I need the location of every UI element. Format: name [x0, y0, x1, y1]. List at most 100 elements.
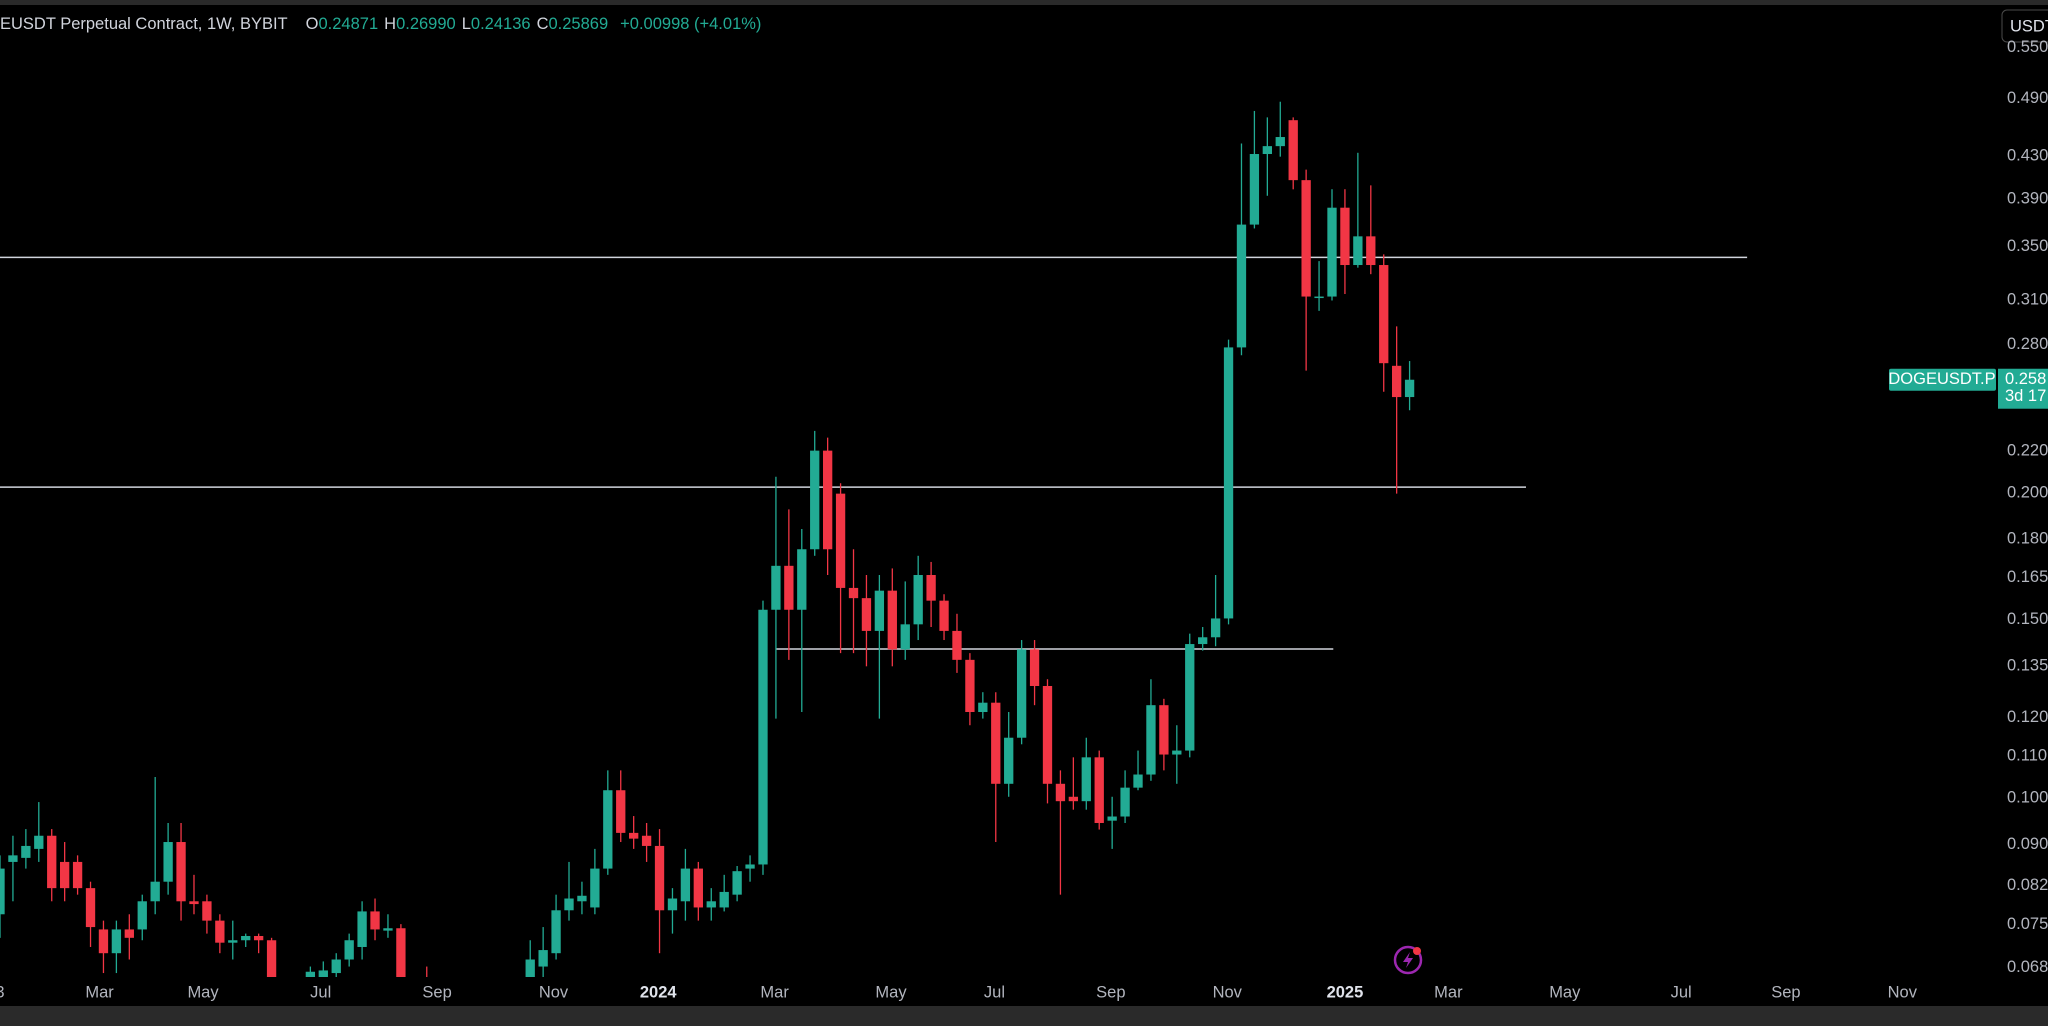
candle-body — [822, 450, 833, 550]
candle-body — [85, 888, 96, 928]
candle-body — [603, 790, 613, 869]
y-tick-label: 0.310 — [2007, 290, 2048, 308]
candle-body — [202, 901, 212, 921]
candle-body — [0, 868, 5, 915]
candle-body — [1094, 757, 1104, 823]
candle-body — [654, 845, 665, 911]
legend-header: EUSDT Perpetual Contract, 1W, BYBIT O 0.2… — [0, 15, 761, 34]
x-tick-label: Mar — [1434, 983, 1463, 1001]
x-tick-label: Jul — [310, 983, 331, 1001]
x-tick-label: May — [875, 983, 907, 1001]
candle-body — [564, 898, 574, 911]
price-tag-countdown: 3d 17 — [2005, 387, 2046, 405]
candle-body — [887, 590, 897, 650]
candle-body — [538, 950, 548, 967]
x-tick-label: May — [187, 983, 219, 1001]
candle-body — [1262, 146, 1272, 155]
x-tick-label: Mar — [760, 983, 789, 1001]
candle-body — [344, 940, 354, 960]
change: +0.00998 (+4.01%) — [620, 15, 762, 33]
candle-body — [1120, 787, 1130, 817]
y-tick-label: 0.110 — [2007, 746, 2047, 764]
candle-body — [590, 868, 600, 908]
candle-body — [965, 659, 975, 713]
candle-body — [848, 587, 859, 599]
currency-button[interactable] — [2001, 9, 2048, 43]
x-tick-label: Jul — [984, 983, 1005, 1001]
candle-body — [1068, 796, 1079, 802]
y-tick-label: 0.150 — [2007, 610, 2048, 628]
candle-body — [1404, 379, 1415, 398]
x-tick-label: Nov — [1888, 983, 1918, 1001]
x-tick-label: Sep — [1096, 983, 1125, 1001]
ohlc-key: O — [305, 15, 319, 33]
candle-body — [1081, 757, 1091, 802]
x-tick-label: 2025 — [1327, 983, 1364, 1001]
candle-body — [577, 895, 587, 902]
candle-body — [1107, 816, 1117, 821]
candle-body — [939, 600, 949, 631]
candle-body — [47, 835, 57, 889]
candle-body — [758, 609, 768, 865]
x-tick-label: Nov — [539, 983, 569, 1001]
candle-body — [241, 936, 251, 941]
price-tag-symbol-box — [1889, 368, 1996, 391]
candle-body — [1249, 154, 1260, 225]
candle-body — [1004, 737, 1014, 784]
lightning-icon[interactable] — [1393, 945, 1423, 975]
x-tick-label: Jul — [1671, 983, 1692, 1001]
candle-body — [1133, 774, 1143, 788]
candle-body — [1301, 180, 1311, 297]
candle-body — [266, 940, 277, 977]
y-tick-label: 0.082 — [2007, 876, 2048, 894]
candle-body — [732, 871, 742, 895]
candle-body — [1314, 296, 1324, 299]
ohlc-key: H — [384, 15, 397, 33]
candle-body — [525, 959, 535, 977]
candle-body — [396, 928, 406, 977]
candle-body — [745, 864, 755, 869]
candle-body — [1327, 207, 1337, 297]
y-tick-label: 0.120 — [2007, 708, 2048, 726]
candle-body — [1055, 783, 1066, 802]
candle-body — [719, 891, 729, 908]
currency-button-label[interactable]: USDT — [2010, 17, 2048, 35]
candle-body — [706, 901, 716, 908]
candle-body — [667, 898, 678, 911]
candle-body — [1379, 265, 1389, 364]
x-tick-label: Sep — [1771, 983, 1800, 1001]
candle-body — [8, 855, 18, 862]
candle-body — [952, 630, 962, 660]
candle-body — [1366, 236, 1376, 266]
y-tick-label: 0.075 — [2007, 915, 2048, 933]
candle-body — [1275, 137, 1285, 147]
candle-body — [1172, 750, 1182, 755]
candle-body — [1236, 224, 1247, 348]
y-tick-label: 0.550 — [2007, 38, 2048, 56]
candle-body — [1210, 618, 1221, 638]
candle-body — [189, 901, 199, 905]
candle-body — [1392, 365, 1402, 398]
candle-body — [1185, 644, 1195, 751]
candle-body — [124, 929, 134, 938]
candle-body — [34, 835, 44, 849]
candle-body — [784, 565, 794, 610]
top-strip — [0, 0, 2048, 5]
candle-body — [900, 624, 910, 650]
candle-body — [383, 928, 393, 931]
ohlc-key: L — [461, 15, 471, 33]
price-tag-symbol: DOGEUSDT.P — [1888, 370, 1995, 388]
candle-body — [693, 868, 703, 908]
candle-body — [228, 940, 238, 943]
candle-body — [1016, 649, 1027, 738]
candle-body — [1159, 705, 1169, 755]
candle-body — [60, 861, 70, 889]
candle-body — [1198, 637, 1208, 645]
candle-body — [370, 911, 380, 930]
candle-body — [21, 845, 31, 858]
candle-body — [978, 702, 988, 713]
candle-body — [680, 868, 691, 902]
candle-body — [797, 549, 807, 610]
y-tick-label: 0.430 — [2007, 146, 2048, 164]
